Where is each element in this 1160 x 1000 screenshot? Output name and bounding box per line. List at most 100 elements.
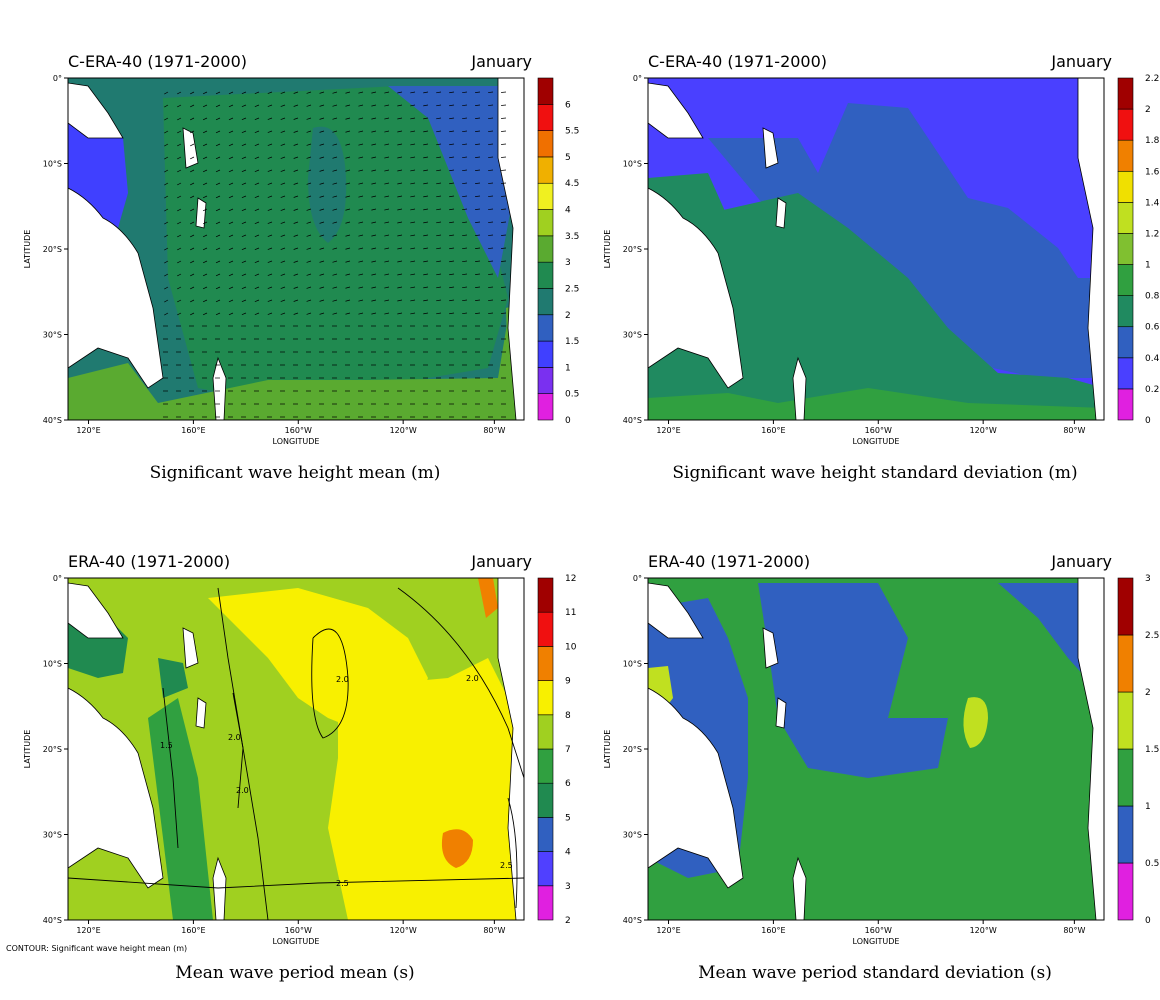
vector-arrow (501, 195, 507, 197)
colorbar-label: 2.2 (1145, 74, 1159, 84)
vector-arrow (397, 273, 403, 276)
x-tick-label: 80°W (1063, 926, 1085, 935)
vector-arrow (488, 169, 494, 171)
colorbar-swatch (537, 817, 554, 852)
colorbar-label: 0.6 (1145, 323, 1160, 333)
vector-arrow (358, 169, 364, 172)
vector-arrow (267, 221, 273, 224)
vector-arrow (254, 156, 260, 159)
vector-arrow (449, 234, 455, 237)
colorbar-swatch (537, 77, 554, 105)
x-axis-label: LONGITUDE (853, 937, 900, 946)
vector-arrow (332, 169, 338, 172)
vector-arrow (254, 104, 260, 107)
vector-arrow (449, 91, 455, 94)
vector-arrow (332, 156, 338, 159)
vector-arrow (358, 247, 364, 250)
vector-arrow (228, 182, 234, 186)
vector-arrow (228, 312, 234, 316)
vector-arrow (462, 260, 468, 263)
field-region (478, 578, 498, 618)
vector-arrow (306, 169, 312, 172)
vector-arrow (267, 247, 273, 250)
vector-arrow (358, 312, 364, 315)
x-axis-label: LONGITUDE (273, 437, 320, 446)
vector-arrow (319, 312, 325, 315)
vector-arrow (190, 117, 195, 121)
vector-arrow (254, 273, 260, 276)
x-tick-label: 120°E (656, 426, 680, 435)
vector-arrow (164, 286, 169, 290)
vector-arrow (306, 130, 312, 133)
colorbar-swatch (1117, 805, 1134, 864)
vector-arrow (202, 156, 208, 160)
vector-arrow (423, 286, 429, 289)
vector-arrow (202, 260, 208, 264)
vector-arrow (449, 312, 455, 315)
colorbar-label: 2.5 (565, 284, 579, 294)
colorbar-label: 2 (1145, 105, 1151, 115)
vector-arrow (371, 143, 377, 146)
colorbar-label: 1 (565, 363, 571, 373)
vector-arrow (254, 299, 260, 302)
x-tick-label: 120°W (970, 426, 997, 435)
vector-arrow (254, 286, 260, 289)
vector-arrow (358, 208, 364, 211)
vector-arrow (371, 260, 377, 263)
vector-arrow (254, 117, 260, 120)
vector-arrow (384, 143, 390, 146)
vector-arrow (423, 143, 429, 146)
colorbar-label: 2.5 (1145, 631, 1159, 641)
x-tick-label: 160°E (761, 426, 785, 435)
vector-arrow (332, 312, 338, 315)
colorbar-swatch (537, 182, 554, 210)
vector-arrow (267, 182, 273, 185)
vector-arrow (449, 247, 455, 250)
contour-line (162, 687, 179, 849)
land-mass (775, 697, 787, 729)
colorbar-label: 0 (565, 416, 571, 426)
vector-arrow (397, 221, 403, 224)
vector-arrow (177, 247, 182, 251)
vector-arrow (241, 169, 247, 173)
vector-arrow (462, 247, 468, 250)
vector-arrow (475, 312, 481, 314)
land-mass (497, 578, 524, 920)
panel-swh-mean: C-ERA-40 (1971-2000) January 0° 10°S 20°S 3… (0, 40, 580, 500)
vector-arrow (332, 273, 338, 276)
colorbar-swatch (1117, 388, 1134, 421)
colorbar-swatch (1117, 77, 1134, 110)
vector-arrow (164, 182, 169, 186)
vector-arrow (332, 91, 338, 94)
field-region (648, 388, 1104, 420)
vector-arrow (241, 143, 247, 147)
vector-arrow (436, 117, 442, 120)
vector-arrow (177, 91, 182, 95)
vector-arrow (501, 104, 507, 106)
vector-arrow (267, 208, 273, 211)
vector-arrow (462, 273, 468, 276)
vector-arrow (423, 169, 429, 172)
vector-arrow (332, 182, 338, 185)
vector-arrow (332, 117, 338, 120)
vector-arrow (449, 182, 455, 185)
vector-arrow (358, 143, 364, 146)
vector-arrow (319, 221, 325, 224)
vector-arrow (254, 182, 260, 185)
vector-arrow (306, 195, 312, 198)
colorbar-swatch (537, 130, 554, 158)
vector-arrow (462, 130, 468, 133)
land-mass (762, 627, 779, 669)
vector-arrow (462, 117, 468, 120)
vector-arrow (475, 104, 481, 106)
y-tick-label: 0° (53, 574, 62, 583)
vector-arrow (501, 143, 507, 145)
vector-arrow (462, 169, 468, 172)
vector-arrow (190, 130, 195, 134)
vector-arrow (488, 208, 494, 210)
vector-arrow (202, 104, 208, 108)
colorbar-swatch (1117, 748, 1134, 807)
colorbar-swatch (537, 851, 554, 887)
vector-arrow (410, 156, 416, 159)
vector-arrow (436, 312, 442, 315)
